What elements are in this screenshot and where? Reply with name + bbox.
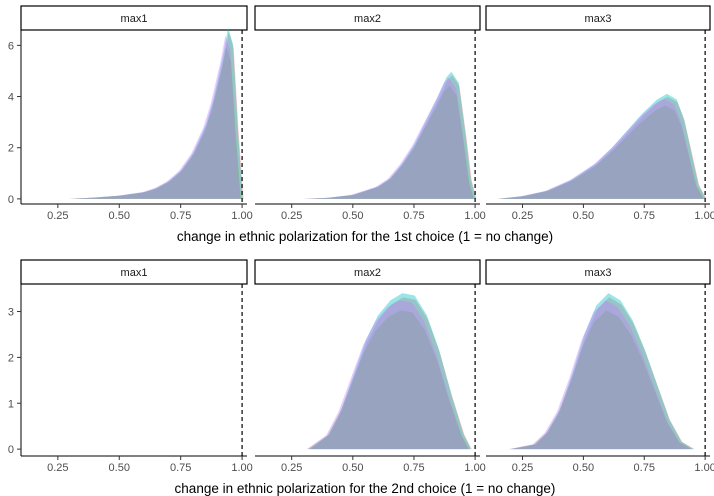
- y-tick-label-r1c0-1: 1: [8, 398, 14, 410]
- density-area-r1c1-s2: [309, 293, 471, 450]
- strip-label-r0c2: max3: [585, 13, 612, 25]
- x-tick-label-r0c2-0: 0.25: [512, 210, 533, 222]
- x-tick-label-r1c1-1: 0.50: [342, 462, 363, 474]
- x-tick-label-r1c0-3: 1.00: [231, 462, 252, 474]
- density-area-r0c2-s3: [496, 98, 704, 199]
- y-tick-label-r0c0-1: 2: [8, 143, 14, 155]
- x-tick-label-r1c1-3: 1.00: [464, 462, 485, 474]
- density-area-r0c0-s2: [70, 27, 243, 199]
- x-axis-title-row2: change in ethnic polarization for the 2n…: [175, 481, 556, 496]
- density-area-r0c1-s1: [302, 85, 474, 199]
- x-tick-label-r1c0-0: 0.25: [47, 462, 68, 474]
- x-tick-label-r0c1-0: 0.25: [281, 210, 302, 222]
- strip-label-r0c0: max1: [121, 13, 148, 25]
- density-area-r1c2-s2: [511, 293, 694, 450]
- strip-r0c0: [20, 5, 248, 31]
- x-tick-label-r1c1-0: 0.25: [281, 462, 302, 474]
- x-tick-label-r0c2-2: 0.75: [634, 210, 655, 222]
- x-tick-label-r0c0-2: 0.75: [170, 210, 191, 222]
- strip-r0c1: [254, 5, 481, 31]
- x-tick-label-r0c1-2: 0.75: [403, 210, 424, 222]
- x-tick-label-r1c2-3: 1.00: [694, 462, 714, 474]
- x-tick-label-r0c1-3: 1.00: [464, 210, 485, 222]
- y-tick-label-r1c0-3: 3: [8, 307, 14, 319]
- x-tick-label-r0c0-1: 0.50: [109, 210, 130, 222]
- density-area-r0c1-s0: [305, 75, 477, 199]
- x-tick-label-r0c2-1: 0.50: [573, 210, 594, 222]
- strip-label-r0c1: max2: [354, 13, 381, 25]
- density-area-r1c2-s1: [509, 310, 692, 450]
- density-area-r1c1-s0: [310, 297, 472, 450]
- y-tick-label-r1c0-2: 2: [8, 352, 14, 364]
- y-tick-label-r0c0-0: 0: [8, 194, 14, 206]
- strip-label-r1c0: max1: [121, 267, 148, 279]
- density-area-r0c1-s3: [301, 77, 474, 199]
- x-tick-label-r1c2-2: 0.75: [634, 462, 655, 474]
- x-tick-label-r0c0-3: 1.00: [231, 210, 252, 222]
- strip-label-r1c1: max2: [354, 267, 381, 279]
- density-area-r1c1-s1: [307, 310, 469, 450]
- x-tick-label-r0c1-1: 0.50: [342, 210, 363, 222]
- density-area-r0c0-s0: [71, 32, 244, 199]
- density-area-r0c0-s3: [68, 35, 241, 199]
- density-area-r0c2-s0: [499, 96, 707, 199]
- density-area-r1c2-s0: [511, 297, 695, 450]
- density-area-r0c2-s2: [498, 93, 706, 199]
- density-area-r0c0-s1: [68, 46, 241, 199]
- y-tick-label-r0c0-3: 6: [8, 40, 14, 52]
- x-axis-title-row1: change in ethnic polarization for the 1s…: [177, 229, 553, 244]
- x-tick-label-r1c0-1: 0.50: [109, 462, 130, 474]
- density-area-r0c2-s1: [496, 105, 704, 199]
- density-area-r1c2-s3: [508, 300, 692, 450]
- strip-r0c2: [485, 5, 711, 31]
- strip-label-r1c2: max3: [585, 267, 612, 279]
- x-tick-label-r1c1-2: 0.75: [403, 462, 424, 474]
- density-area-r0c1-s2: [304, 71, 476, 199]
- strip-r1c0: [20, 259, 248, 285]
- x-tick-label-r0c0-0: 0.25: [47, 210, 68, 222]
- x-tick-label-r0c2-3: 1.00: [694, 210, 714, 222]
- density-area-r1c1-s3: [306, 300, 469, 450]
- x-tick-label-r1c2-1: 0.50: [573, 462, 594, 474]
- x-tick-label-r1c0-2: 0.75: [170, 462, 191, 474]
- y-tick-label-r0c0-2: 4: [8, 92, 14, 104]
- strip-r1c1: [254, 259, 481, 285]
- x-tick-label-r1c2-0: 0.25: [512, 462, 533, 474]
- strip-r1c2: [485, 259, 711, 285]
- y-tick-label-r1c0-0: 0: [8, 444, 14, 456]
